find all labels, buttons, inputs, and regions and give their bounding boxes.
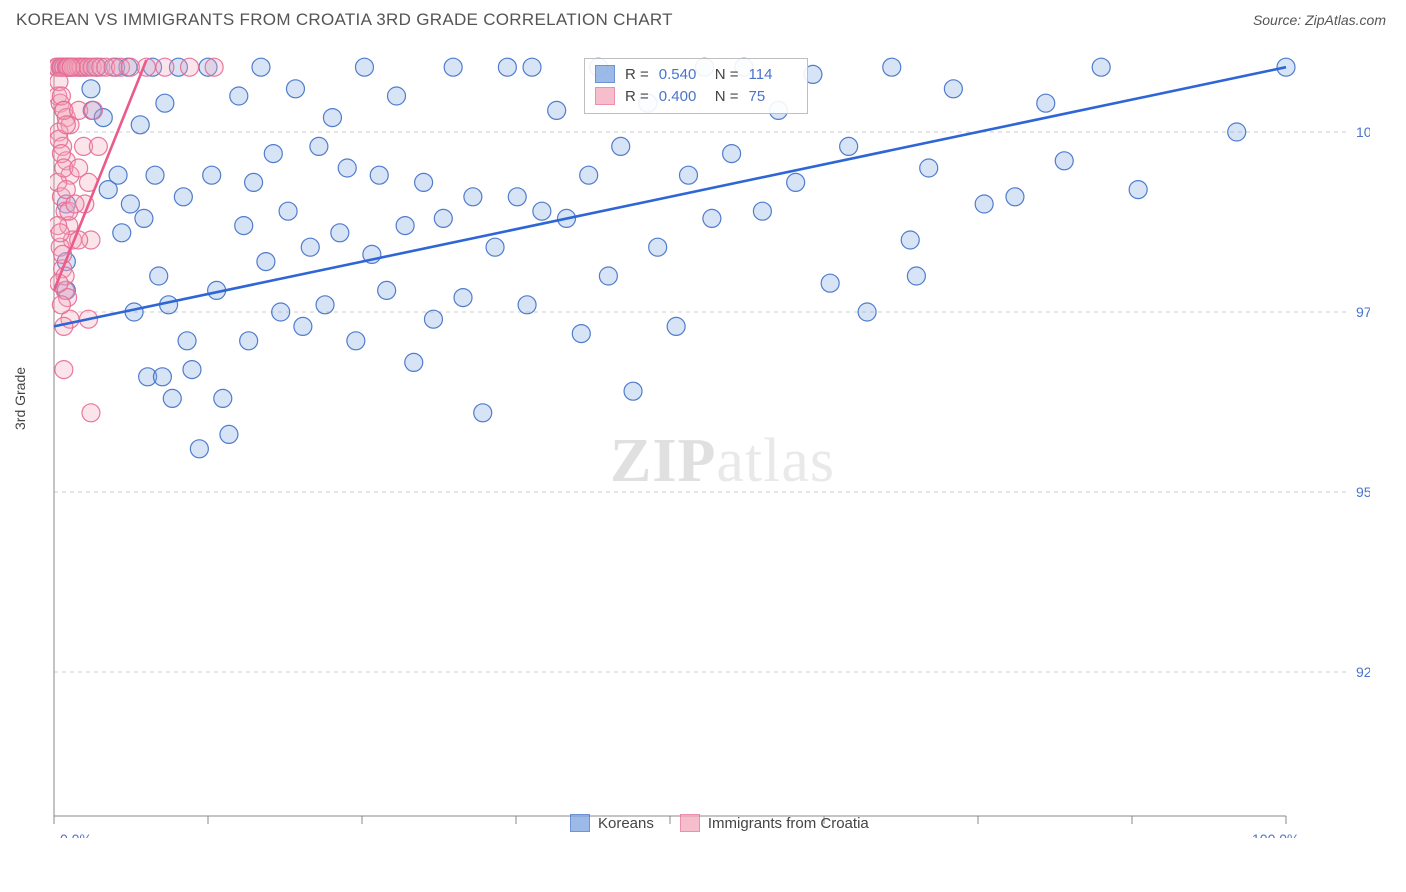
swatch-koreans xyxy=(570,814,590,832)
stats-row-croatia: R = 0.400 N = 75 xyxy=(595,85,795,107)
stat-n-croatia: 75 xyxy=(749,88,795,105)
chart-title: KOREAN VS IMMIGRANTS FROM CROATIA 3RD GR… xyxy=(16,10,673,30)
stat-n-koreans: 114 xyxy=(749,66,795,83)
bottom-legend: Koreans Immigrants from Croatia xyxy=(570,814,869,832)
stat-n-label: N = xyxy=(715,88,739,105)
stat-r-croatia: 0.400 xyxy=(659,88,705,105)
svg-text:100.0%: 100.0% xyxy=(1356,124,1370,140)
y-axis-label: 3rd Grade xyxy=(12,367,28,430)
legend-item-croatia: Immigrants from Croatia xyxy=(680,814,869,832)
svg-text:95.0%: 95.0% xyxy=(1356,484,1370,500)
plot-area: 92.5%95.0%97.5%100.0%0.0%100.0% ZIPatlas… xyxy=(50,48,1370,838)
source-label: Source: ZipAtlas.com xyxy=(1253,12,1386,28)
stats-legend: R = 0.540 N = 114 R = 0.400 N = 75 xyxy=(584,58,808,114)
legend-label-koreans: Koreans xyxy=(598,815,654,832)
scatter-chart: 92.5% 95.0% 97.5% 100.0% 0.0% 100.0% xyxy=(50,48,1370,838)
swatch-croatia xyxy=(595,87,615,105)
svg-text:0.0%: 0.0% xyxy=(60,831,92,838)
swatch-croatia xyxy=(680,814,700,832)
legend-label-croatia: Immigrants from Croatia xyxy=(708,815,869,832)
svg-text:97.5%: 97.5% xyxy=(1356,304,1370,320)
swatch-koreans xyxy=(595,65,615,83)
svg-text:100.0%: 100.0% xyxy=(1252,831,1299,838)
title-bar: KOREAN VS IMMIGRANTS FROM CROATIA 3RD GR… xyxy=(0,0,1406,36)
legend-item-koreans: Koreans xyxy=(570,814,654,832)
stat-n-label: N = xyxy=(715,66,739,83)
stat-r-label: R = xyxy=(625,88,649,105)
svg-text:92.5%: 92.5% xyxy=(1356,664,1370,680)
stat-r-label: R = xyxy=(625,66,649,83)
stats-row-koreans: R = 0.540 N = 114 xyxy=(595,63,795,85)
stat-r-koreans: 0.540 xyxy=(659,66,705,83)
